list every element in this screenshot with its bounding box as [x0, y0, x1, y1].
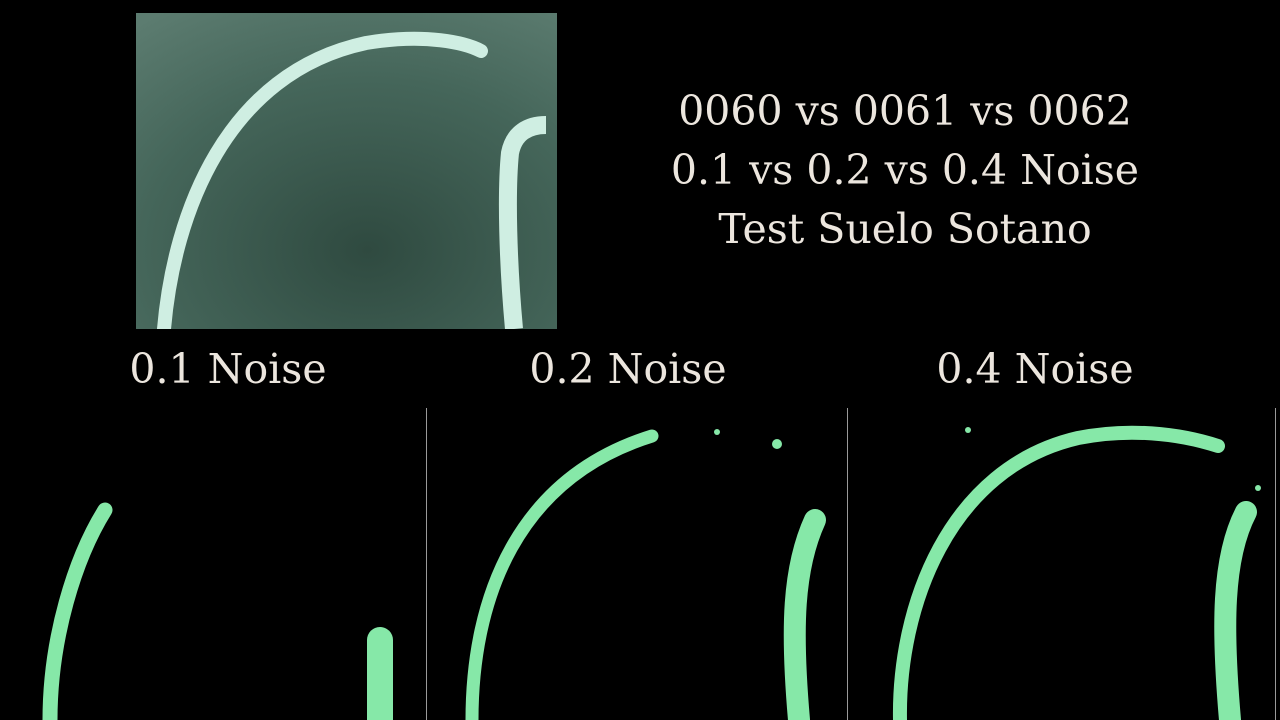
mask-noise-speck: [772, 439, 782, 449]
panel-divider: [1275, 408, 1276, 720]
mask-panel-0-2-noise: [427, 408, 847, 720]
panel-divider: [426, 408, 427, 720]
mask-line-left: [892, 425, 1225, 720]
mask-panel-0-4-noise: [848, 408, 1275, 720]
panel-label-0-4-noise: 0.4 Noise: [936, 345, 1134, 393]
title-line-3: Test Suelo Sotano: [718, 205, 1092, 253]
mask-noise-speck: [1255, 485, 1261, 491]
panel-divider: [847, 408, 848, 720]
mask-noise-speck: [965, 427, 971, 433]
mask-line-left: [42, 502, 113, 720]
tape-line-right: [498, 116, 547, 329]
mask-line-left: [465, 429, 659, 720]
title-line-2: 0.1 vs 0.2 vs 0.4 Noise: [670, 146, 1140, 194]
mask-line-right: [783, 509, 826, 720]
mask-line-right: [1214, 501, 1257, 720]
mask-noise-speck: [714, 429, 720, 435]
title-block: 0060 vs 0061 vs 0062 0.1 vs 0.2 vs 0.4 N…: [610, 82, 1200, 259]
tape-line-left: [157, 31, 488, 329]
panel-label-0-2-noise: 0.2 Noise: [529, 345, 727, 393]
panel-label-0-1-noise: 0.1 Noise: [129, 345, 327, 393]
mask-panel-0-1-noise: [0, 408, 426, 720]
title-line-1: 0060 vs 0061 vs 0062: [678, 87, 1132, 135]
source-camera-frame: [136, 13, 557, 329]
